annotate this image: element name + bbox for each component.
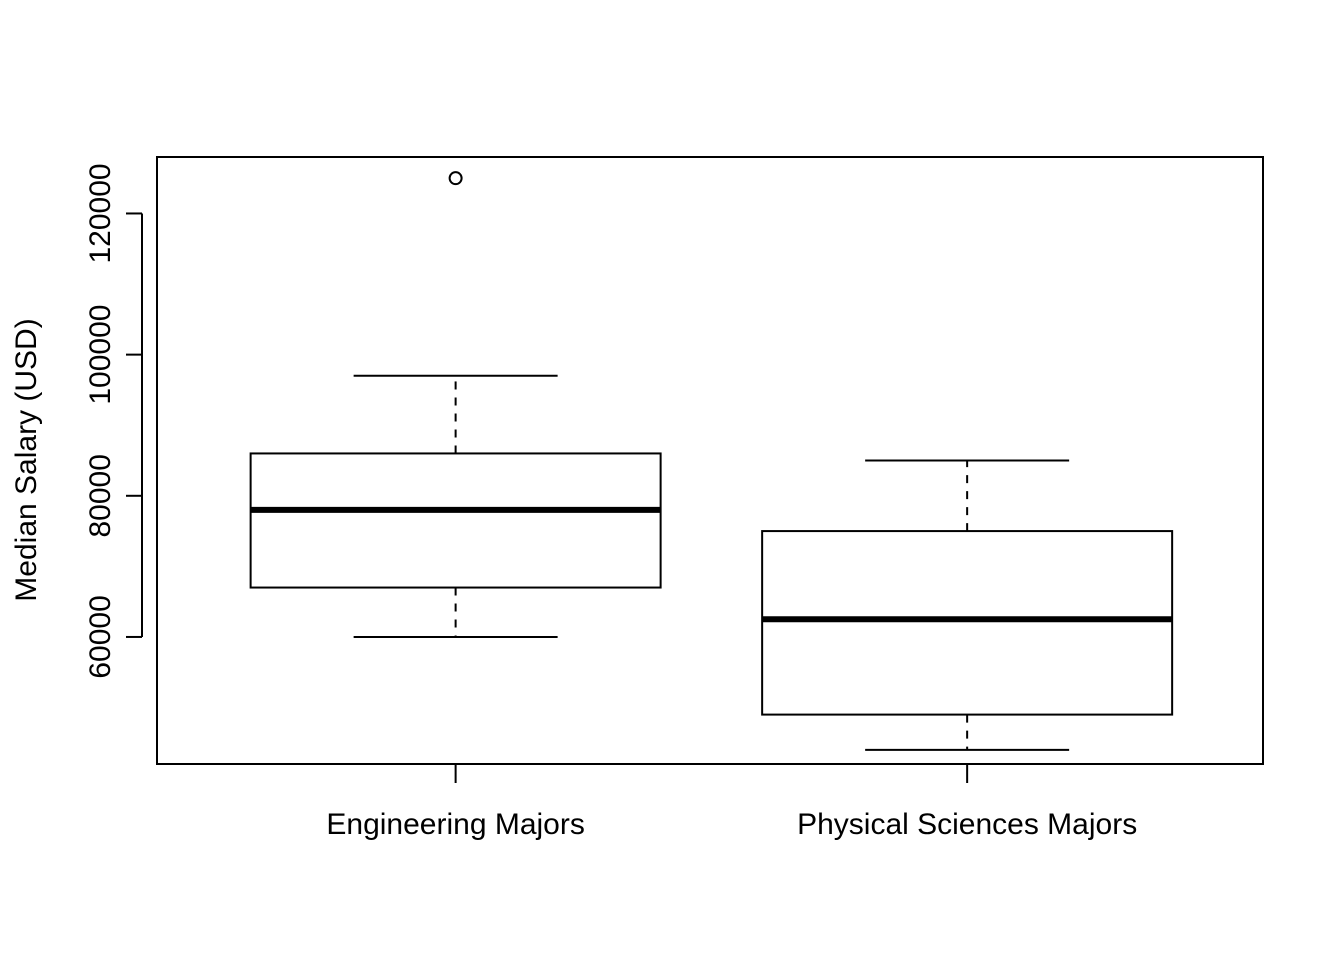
boxes [249, 171, 1174, 751]
y-tick-label: 60000 [84, 595, 117, 678]
y-tick-label: 100000 [84, 305, 117, 405]
outlier-point [448, 171, 463, 186]
box-group [761, 459, 1174, 751]
iqr-box [249, 452, 662, 589]
box-group [249, 171, 662, 638]
x-tick-label: Physical Sciences Majors [797, 808, 1137, 841]
x-axis: Engineering Majors Physical Sciences Majo… [326, 764, 1137, 841]
y-axis-label: Median Salary (USD) [10, 318, 43, 601]
iqr-box [761, 530, 1174, 716]
plot-frame [156, 156, 1264, 765]
y-tick-label: 120000 [84, 163, 117, 263]
y-tick-label: 80000 [84, 454, 117, 537]
y-axis: 60000 80000 100000 120000 [84, 163, 143, 679]
x-tick-label: Engineering Majors [326, 808, 584, 841]
